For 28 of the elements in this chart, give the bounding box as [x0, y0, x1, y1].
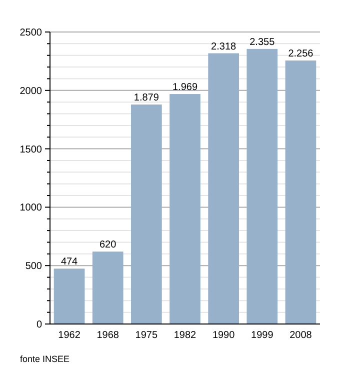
y-tick-label: 1500	[20, 144, 42, 156]
data-label: 2.256	[288, 48, 314, 60]
data-label: 474	[60, 256, 78, 268]
data-label: 620	[100, 240, 117, 251]
bar	[54, 268, 85, 324]
data-label: 1.879	[134, 92, 160, 104]
x-tick-label: 1962	[58, 330, 81, 341]
x-tick-label: 1968	[96, 330, 120, 341]
x-tick-label: 2008	[290, 330, 312, 341]
y-tick-label: 500	[25, 261, 42, 272]
source-note: fonte INSEE	[20, 354, 70, 364]
data-label: 2.318	[211, 41, 237, 52]
bar	[246, 48, 278, 324]
bar	[285, 60, 316, 324]
data-label: 1.969	[172, 82, 198, 94]
x-tick-label: 1999	[251, 330, 274, 341]
data-label: 2.355	[250, 36, 276, 48]
y-tick-label: 2500	[20, 28, 42, 38]
y-tick-label: 1000	[20, 202, 42, 214]
x-tick-label: 1990	[212, 330, 236, 341]
bar	[92, 252, 124, 324]
x-tick-label: 1975	[135, 330, 158, 341]
bar	[170, 94, 200, 324]
x-tick-label: 1982	[174, 330, 197, 341]
bar	[208, 53, 239, 324]
bar	[131, 104, 162, 324]
y-tick-label: 2000	[20, 86, 42, 97]
y-tick-label: 0	[36, 320, 42, 330]
